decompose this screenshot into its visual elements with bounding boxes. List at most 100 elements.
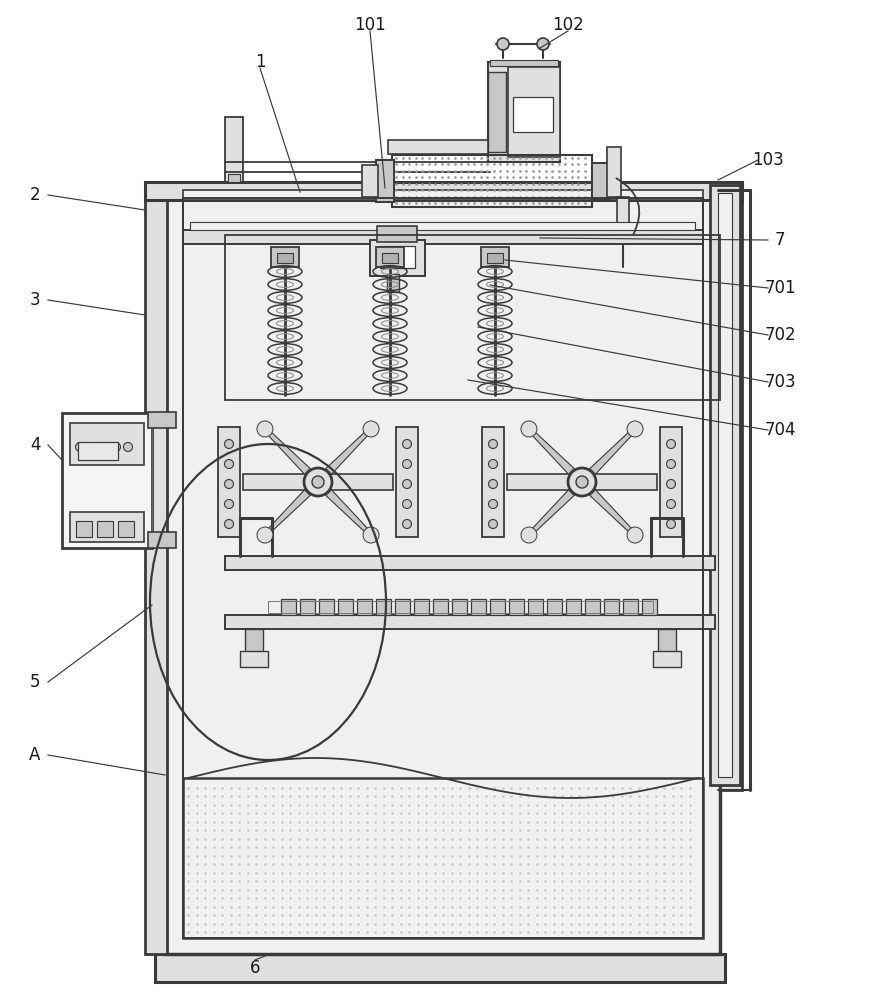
Bar xyxy=(387,274,399,292)
Bar xyxy=(243,474,393,490)
Circle shape xyxy=(124,442,133,452)
Circle shape xyxy=(112,442,120,452)
Bar xyxy=(481,247,509,267)
Bar xyxy=(78,442,118,460)
Bar xyxy=(528,599,543,615)
Bar xyxy=(507,474,657,490)
Circle shape xyxy=(488,499,498,508)
Bar xyxy=(607,147,621,197)
Bar xyxy=(642,599,657,615)
Text: 6: 6 xyxy=(249,959,260,977)
Circle shape xyxy=(257,527,273,543)
Bar xyxy=(380,246,415,268)
Text: 4: 4 xyxy=(30,436,40,454)
Circle shape xyxy=(666,499,676,508)
Bar xyxy=(433,599,448,615)
Bar xyxy=(145,182,742,200)
Bar xyxy=(190,222,695,230)
Bar xyxy=(225,556,715,570)
Bar xyxy=(377,226,417,242)
Text: 701: 701 xyxy=(764,279,796,297)
Bar xyxy=(382,253,398,263)
Circle shape xyxy=(87,442,97,452)
Circle shape xyxy=(257,421,273,437)
Polygon shape xyxy=(326,428,372,474)
Circle shape xyxy=(666,480,676,488)
Circle shape xyxy=(363,421,379,437)
Bar xyxy=(414,599,429,615)
Text: 2: 2 xyxy=(30,186,40,204)
Bar xyxy=(370,240,425,276)
Bar xyxy=(376,247,404,267)
Bar xyxy=(357,599,372,615)
Circle shape xyxy=(403,460,412,468)
Bar xyxy=(338,599,353,615)
Bar xyxy=(487,253,503,263)
Circle shape xyxy=(666,460,676,468)
Bar xyxy=(710,185,740,785)
Circle shape xyxy=(99,442,108,452)
Bar xyxy=(488,62,560,162)
Circle shape xyxy=(403,499,412,508)
Bar xyxy=(362,165,378,197)
Bar xyxy=(509,599,524,615)
Text: 7: 7 xyxy=(774,231,786,249)
Bar xyxy=(660,427,682,537)
Bar xyxy=(118,521,134,537)
Bar xyxy=(482,427,504,537)
Polygon shape xyxy=(263,490,310,536)
Bar xyxy=(488,72,506,152)
Bar xyxy=(281,599,296,615)
Bar xyxy=(718,193,732,777)
Circle shape xyxy=(224,460,234,468)
Polygon shape xyxy=(528,490,575,536)
Bar xyxy=(240,651,268,667)
Bar xyxy=(300,599,315,615)
Bar xyxy=(592,163,610,199)
Bar xyxy=(70,512,144,542)
Bar xyxy=(268,601,653,613)
Bar xyxy=(183,230,703,244)
Text: 102: 102 xyxy=(552,16,584,34)
Text: 5: 5 xyxy=(30,673,40,691)
Text: 101: 101 xyxy=(354,16,386,34)
Circle shape xyxy=(488,460,498,468)
Bar xyxy=(145,194,167,954)
Bar xyxy=(228,174,240,182)
Bar xyxy=(513,97,553,132)
Circle shape xyxy=(521,527,537,543)
Bar xyxy=(225,615,715,629)
Bar xyxy=(508,67,560,157)
Bar xyxy=(183,198,703,938)
Circle shape xyxy=(403,520,412,528)
Bar xyxy=(245,629,263,653)
Bar xyxy=(218,427,240,537)
Text: 703: 703 xyxy=(764,373,796,391)
Polygon shape xyxy=(589,490,637,536)
Circle shape xyxy=(488,520,498,528)
Circle shape xyxy=(76,442,85,452)
Circle shape xyxy=(666,520,676,528)
Bar xyxy=(396,427,418,537)
Circle shape xyxy=(403,480,412,488)
Bar xyxy=(617,197,629,227)
Polygon shape xyxy=(589,428,637,474)
Bar xyxy=(471,599,486,615)
Bar xyxy=(376,599,391,615)
Polygon shape xyxy=(263,428,310,474)
Bar xyxy=(490,60,558,66)
Polygon shape xyxy=(326,490,372,536)
Polygon shape xyxy=(528,428,575,474)
Circle shape xyxy=(576,476,588,488)
Bar xyxy=(388,140,488,154)
Bar xyxy=(319,599,334,615)
Text: 1: 1 xyxy=(255,53,265,71)
Bar xyxy=(70,423,144,465)
Bar xyxy=(62,413,152,548)
Circle shape xyxy=(537,38,549,50)
Bar xyxy=(271,247,299,267)
Bar xyxy=(97,521,113,537)
Bar xyxy=(452,599,467,615)
Circle shape xyxy=(568,468,596,496)
Circle shape xyxy=(403,440,412,448)
